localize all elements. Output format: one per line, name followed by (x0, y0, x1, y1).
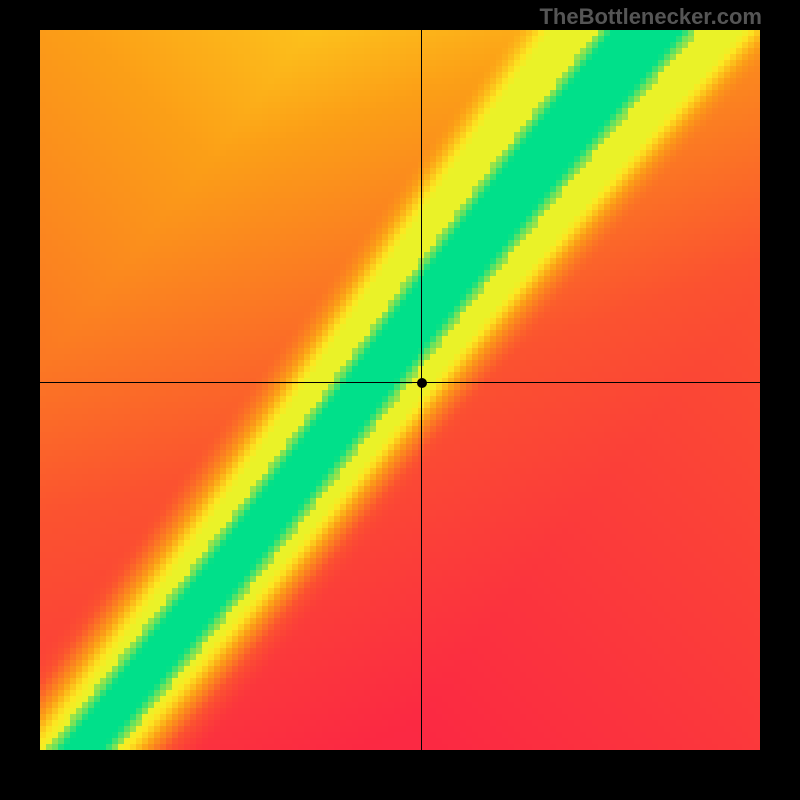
watermark-text: TheBottlenecker.com (539, 4, 762, 30)
chart-container: TheBottlenecker.com (0, 0, 800, 800)
crosshair-horizontal (40, 382, 760, 383)
plot-area (40, 30, 760, 750)
crosshair-vertical (421, 30, 422, 750)
heatmap-canvas (40, 30, 760, 750)
crosshair-marker (417, 378, 427, 388)
